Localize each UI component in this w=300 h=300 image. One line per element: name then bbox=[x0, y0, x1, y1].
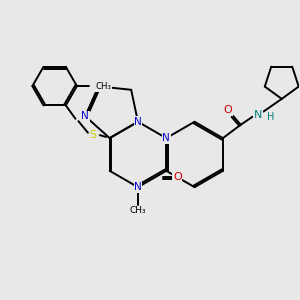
Text: N: N bbox=[254, 110, 262, 120]
Text: S: S bbox=[90, 130, 97, 140]
Text: N: N bbox=[82, 111, 89, 121]
Text: CH₃: CH₃ bbox=[96, 82, 112, 91]
Text: N: N bbox=[95, 81, 103, 92]
Text: O: O bbox=[173, 172, 182, 182]
Text: O: O bbox=[224, 105, 233, 115]
Text: CH₃: CH₃ bbox=[130, 206, 146, 215]
Text: N: N bbox=[134, 117, 142, 127]
Text: N: N bbox=[134, 182, 142, 192]
Text: H: H bbox=[267, 112, 274, 122]
Text: N: N bbox=[162, 133, 170, 143]
